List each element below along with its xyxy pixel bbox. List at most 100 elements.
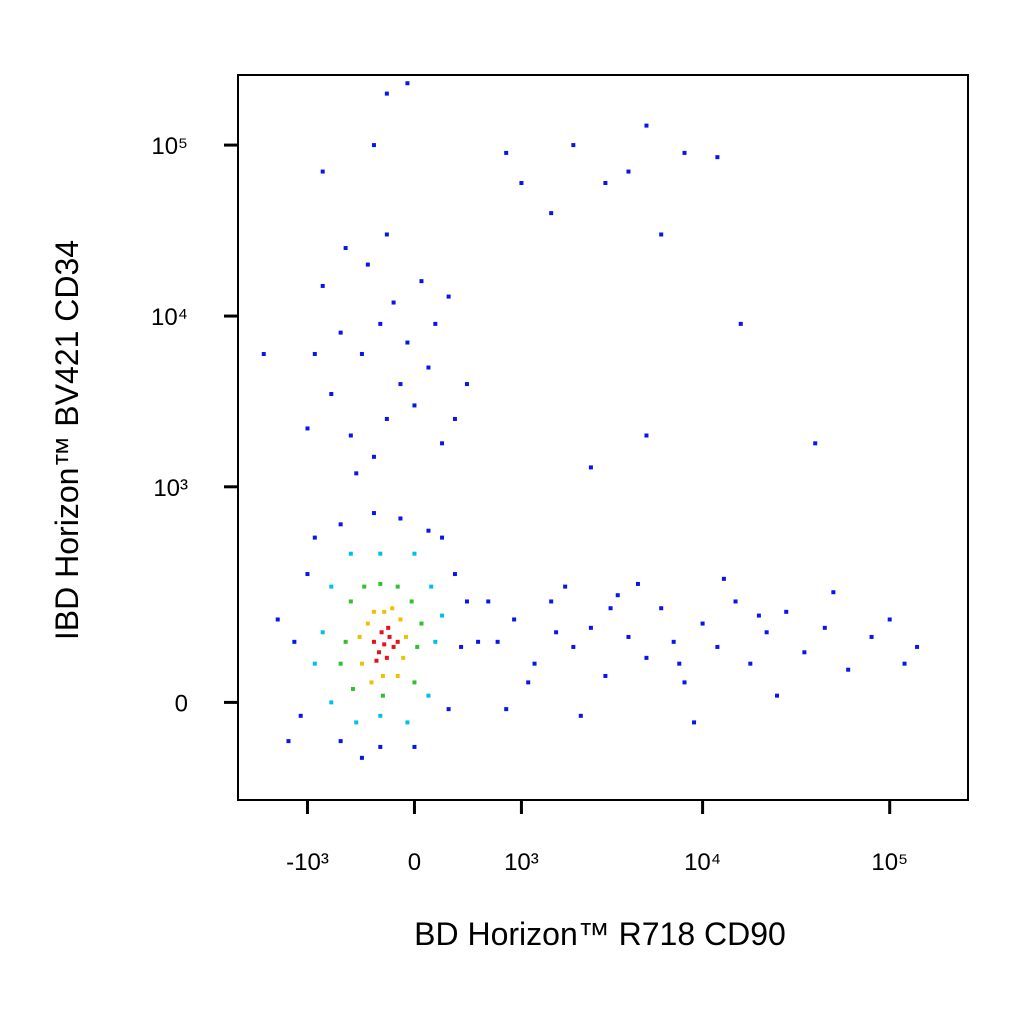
point — [563, 584, 568, 589]
point — [446, 294, 451, 299]
point — [554, 630, 559, 635]
point — [700, 621, 705, 626]
point — [377, 650, 382, 655]
point — [588, 625, 593, 630]
point — [459, 644, 464, 649]
x-tick-label: -10³ — [286, 849, 329, 876]
y-axis-label: IBD Horizon™ BV421 CD34 — [49, 240, 85, 640]
point — [405, 81, 410, 86]
y-tick-label: 10⁵ — [151, 133, 188, 160]
point — [433, 639, 438, 644]
point — [626, 169, 631, 174]
point — [549, 599, 554, 604]
point — [813, 441, 818, 446]
point — [362, 584, 367, 589]
point — [359, 661, 364, 666]
point — [846, 667, 851, 672]
x-tick-label: 0 — [408, 849, 421, 876]
point — [369, 680, 374, 685]
point — [261, 351, 266, 356]
point — [329, 584, 334, 589]
point — [446, 707, 451, 712]
point — [384, 232, 389, 237]
point — [391, 300, 396, 305]
point — [338, 661, 343, 666]
point — [615, 593, 620, 598]
point — [329, 700, 334, 705]
point — [440, 441, 445, 446]
plot-frame — [237, 74, 969, 801]
point — [348, 551, 353, 556]
point — [512, 617, 517, 622]
point — [343, 246, 348, 251]
point — [378, 551, 383, 556]
point — [452, 416, 457, 421]
point — [549, 211, 554, 216]
point — [312, 351, 317, 356]
y-tick-label: 10⁴ — [151, 304, 188, 331]
point — [659, 232, 664, 237]
point — [644, 123, 649, 128]
point — [398, 382, 403, 387]
point — [404, 634, 409, 639]
point — [338, 739, 343, 744]
point — [715, 644, 720, 649]
point — [419, 279, 424, 284]
point — [384, 416, 389, 421]
point — [371, 143, 376, 148]
point — [440, 613, 445, 618]
point — [715, 155, 720, 160]
point — [426, 365, 431, 370]
point — [464, 382, 469, 387]
point — [409, 599, 414, 604]
point — [764, 630, 769, 635]
point — [419, 621, 424, 626]
point — [320, 169, 325, 174]
point — [371, 639, 376, 644]
point — [526, 680, 531, 685]
point — [275, 617, 280, 622]
point — [519, 181, 524, 186]
point — [354, 720, 359, 725]
point — [398, 617, 403, 622]
point — [398, 516, 403, 521]
point — [495, 639, 500, 644]
point — [822, 625, 827, 630]
point — [433, 321, 438, 326]
point — [320, 630, 325, 635]
point — [603, 181, 608, 186]
point — [671, 639, 676, 644]
point — [371, 609, 376, 614]
point — [578, 713, 583, 718]
x-tick-label: 10³ — [504, 849, 539, 876]
point — [329, 391, 334, 396]
point — [305, 572, 310, 577]
point — [486, 599, 491, 604]
point — [312, 661, 317, 666]
point — [476, 639, 481, 644]
y-tick-label: 0 — [175, 690, 188, 717]
point — [721, 576, 726, 581]
point — [374, 658, 379, 663]
point — [869, 634, 874, 639]
point — [365, 262, 370, 267]
point — [659, 606, 664, 611]
point — [603, 673, 608, 678]
point — [359, 755, 364, 760]
point — [387, 634, 392, 639]
point — [292, 639, 297, 644]
point — [298, 713, 303, 718]
point — [426, 693, 431, 698]
point — [682, 680, 687, 685]
point — [588, 465, 593, 470]
point — [692, 720, 697, 725]
point — [532, 661, 537, 666]
point — [644, 655, 649, 660]
point — [378, 713, 383, 718]
point — [359, 351, 364, 356]
point — [378, 581, 383, 586]
point — [682, 150, 687, 155]
point — [305, 426, 310, 431]
